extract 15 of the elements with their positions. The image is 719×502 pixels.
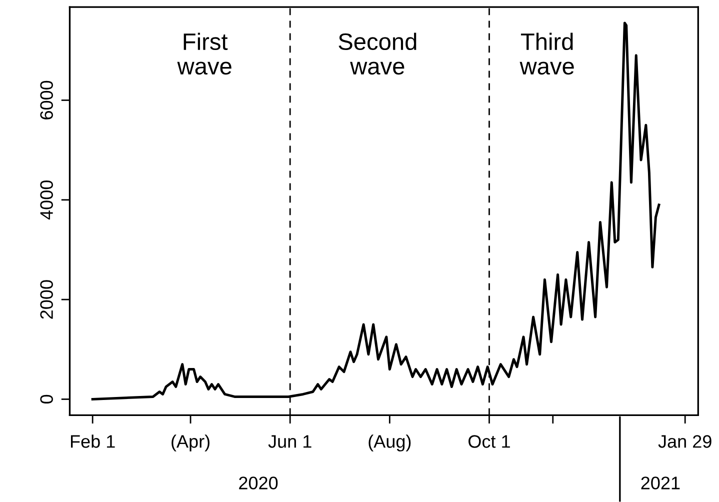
x-tick-label: Oct 1 [468,435,510,448]
annotation: First wave [177,32,232,75]
x-tick-label: (Apr) [172,434,210,452]
x-tick-label: Feb 1 [70,434,115,448]
x-tick-label: (Aug) [368,434,411,452]
text: 2021 [641,476,680,490]
annotation: Third wave [520,32,574,75]
x-tick-label: Jan 29 [658,435,712,448]
y-tick-label: 4000 [40,180,53,220]
y-tick-label: 2000 [40,280,53,319]
annotation: Second wave [338,32,416,75]
y-tick-label: 0 [40,394,53,404]
x-tick-label: Jun 1 [268,435,312,448]
text: 2020 [239,476,278,490]
y-tick-label: 6000 [40,80,53,120]
